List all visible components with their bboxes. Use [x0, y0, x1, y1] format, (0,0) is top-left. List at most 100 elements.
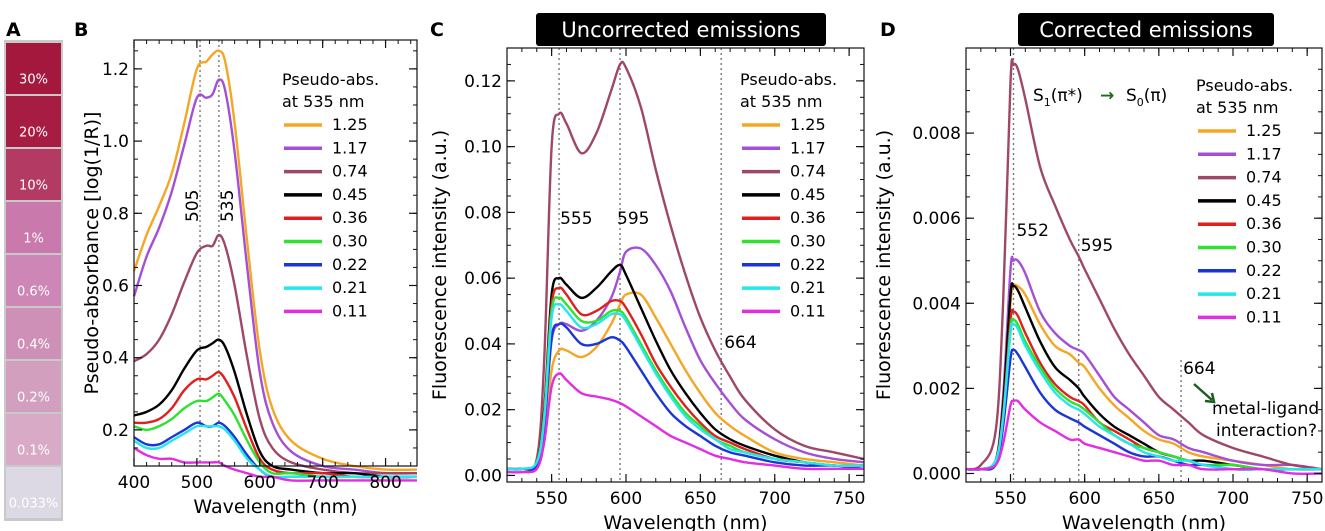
panel-b-absorbance: B 400 500 600 700 800 0.2 0.4 0.6 0.8 1.0 1.2 Wavel… [74, 19, 418, 518]
series-line-0.21 [965, 322, 1322, 472]
transition-pi1: (π*) [1051, 86, 1083, 106]
panel-b-letter: B [74, 19, 88, 41]
legend-title-line1: Pseudo-abs. [740, 70, 837, 89]
panel-d-title: Corrected emissions [1039, 18, 1253, 42]
series-line-1.17 [965, 255, 1323, 472]
legend-title-line1: Pseudo-abs. [1196, 76, 1293, 95]
metal-ligand-line2: interaction? [1216, 421, 1317, 441]
transition-sub1: 1 [1044, 96, 1051, 109]
swatch-label-2: 10% [19, 178, 48, 193]
legend-title-line2: at 535 nm [740, 92, 823, 111]
series-line-0.21 [133, 424, 417, 479]
x-tick-label: 700 [759, 489, 791, 509]
panel-a-swatches: A 30% 20% 10% 1% 0.6% 0.4% 0.2% 0.1% 0.033% [4, 19, 63, 521]
y-tick-label: 0.002 [912, 379, 961, 399]
x-tick-label: 400 [118, 473, 150, 493]
legend-label-0.21: 0.21 [332, 278, 368, 297]
series-line-0.11 [506, 372, 864, 474]
y-tick-label: 0.12 [464, 72, 502, 92]
y-tick-label: 0.008 [912, 124, 961, 144]
legend-label-0.45: 0.45 [1246, 191, 1282, 210]
swatch-label-7: 0.1% [17, 443, 50, 458]
y-tick-label: 1.0 [102, 132, 129, 152]
x-tick-label: 750 [1291, 489, 1323, 509]
series-line-1.25 [506, 291, 865, 471]
swatch-3 [6, 202, 61, 253]
series-line-0.45 [965, 282, 1322, 472]
annotation-664-d: 664 [1183, 359, 1215, 379]
transition-s1: S [1033, 86, 1044, 106]
panel-a-letter: A [6, 19, 21, 41]
y-tick-label: 0.06 [464, 269, 502, 289]
panel-c-plot: 550 600 650 700 750 0.00 0.02 0.04 0.06 0.08 0.10 0… [429, 47, 865, 531]
svg-text:S1(π*): S1(π*) [1033, 86, 1083, 109]
swatch-label-8: 0.033% [9, 496, 59, 511]
x-tick-label: 550 [994, 489, 1026, 509]
legend-label-0.30: 0.30 [332, 232, 368, 251]
legend-d: Pseudo-abs. at 535 nm 1.25 1.17 0.74 0.45 0.36… [1196, 76, 1293, 326]
legend-label-0.11: 0.11 [1246, 307, 1282, 326]
panel-c-uncorrected: C Uncorrected emissions 550 600 650 700 750 0… [429, 13, 865, 531]
x-axis-label: Wavelength (nm) [1062, 512, 1226, 531]
annotation-535: 535 [218, 190, 238, 222]
series-line-1.25 [132, 49, 418, 472]
swatch-label-5: 0.4% [17, 337, 50, 352]
panel-c-title: Uncorrected emissions [561, 18, 800, 42]
metal-ligand-line1: metal-ligand [1212, 399, 1319, 419]
y-tick-label: 0.000 [912, 464, 961, 484]
x-axis-label: Wavelength (nm) [603, 512, 767, 531]
y-tick-label: 0.006 [912, 209, 961, 229]
y-axis-label: Pseudo-absorbance [log(1/R)] [81, 112, 103, 395]
legend-title-line2: at 535 nm [282, 92, 365, 111]
y-axis-label: Fluorescence intensity (a.u.) [873, 130, 895, 400]
transition-sub0: 0 [1137, 96, 1144, 109]
legend-title-line1: Pseudo-abs. [282, 70, 379, 89]
transition-label: S1(π*) → S0(π) [1033, 86, 1167, 109]
x-tick-label: 600 [1068, 489, 1100, 509]
series-line-0.74 [965, 58, 1323, 471]
legend-label-0.45: 0.45 [790, 185, 826, 204]
panel-c-letter: C [430, 19, 444, 41]
series-line-0.74 [506, 60, 865, 472]
legend-label-0.21: 0.21 [790, 278, 826, 297]
series-line-0.36 [133, 370, 417, 479]
legend-label-0.36: 0.36 [1246, 214, 1282, 233]
series-line-0.11 [965, 399, 1323, 476]
y-tick-label: 0.2 [102, 421, 129, 441]
legend-title-line2: at 535 nm [1196, 98, 1279, 117]
panel-c-title-box [536, 13, 826, 46]
y-axis-label: Fluorescence intensity (a.u.) [429, 130, 451, 400]
x-tick-label: 650 [684, 489, 716, 509]
legend-label-1.25: 1.25 [790, 115, 826, 134]
y-tick-label: 0.08 [464, 203, 502, 223]
series-line-0.74 [133, 233, 417, 475]
y-tick-label: 0.02 [464, 401, 502, 421]
legend-label-0.21: 0.21 [1246, 284, 1282, 303]
series-line-0.21 [506, 302, 865, 471]
y-tick-label: 0.00 [464, 466, 502, 486]
swatch-strip: 30% 20% 10% 1% 0.6% 0.4% 0.2% 0.1% 0.033% [4, 40, 63, 521]
legend-label-0.30: 0.30 [1246, 238, 1282, 257]
panel-d-title-box [1018, 13, 1274, 46]
panel-d-corrected: D Corrected emissions 550 600 650 700 750 0.0… [873, 13, 1323, 531]
x-tick-label: 600 [610, 489, 642, 509]
y-tick-label: 0.4 [102, 349, 129, 369]
legend-label-0.11: 0.11 [332, 301, 368, 320]
swatch-label-0: 30% [19, 72, 48, 87]
legend-label-0.22: 0.22 [790, 255, 826, 274]
legend-label-0.30: 0.30 [790, 232, 826, 251]
swatch-7 [6, 414, 61, 465]
legend-label-1.25: 1.25 [332, 115, 368, 134]
legend-b: Pseudo-abs. at 535 nm 1.25 1.17 0.74 0.45 0.36… [282, 70, 379, 320]
panel-d-letter: D [880, 19, 896, 41]
x-axis-label: Wavelength (nm) [193, 496, 357, 518]
x-tick-label: 650 [1143, 489, 1175, 509]
annotation-664: 664 [724, 333, 756, 353]
swatch-label-3: 1% [23, 231, 44, 246]
swatch-label-6: 0.2% [17, 390, 50, 405]
swatch-label-4: 0.6% [17, 284, 50, 299]
annotation-595-d: 595 [1081, 236, 1113, 256]
x-tick-label: 550 [535, 489, 567, 509]
plot-frame [133, 39, 418, 467]
y-tick-label: 1.2 [102, 60, 129, 80]
